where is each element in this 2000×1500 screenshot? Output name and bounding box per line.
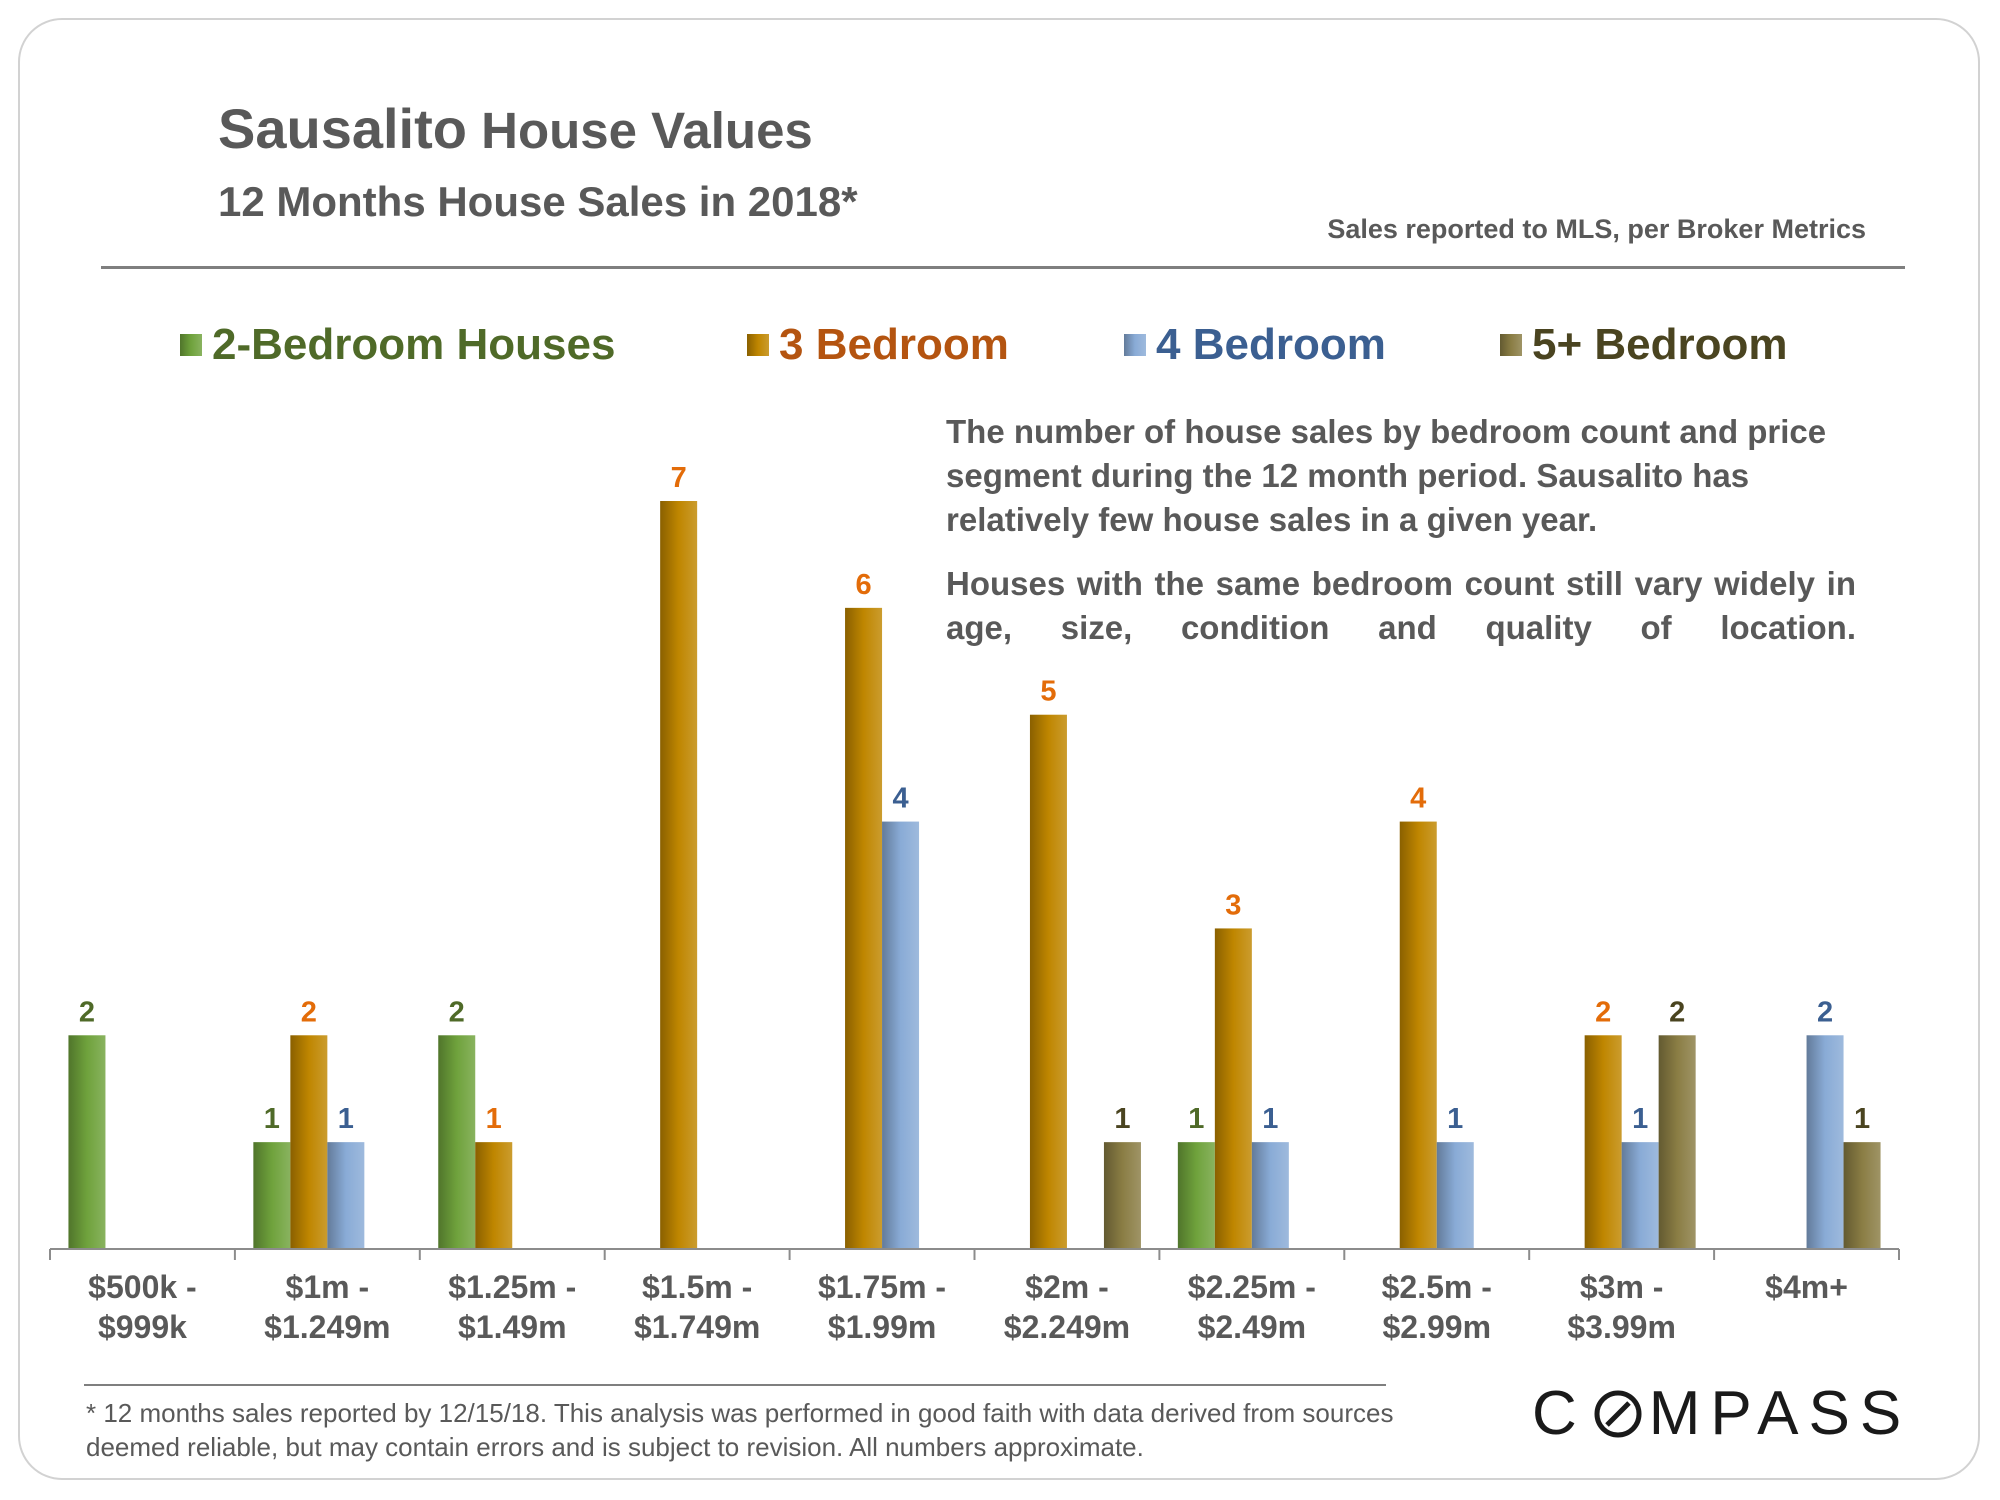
bar-four_bed-9 — [1806, 1035, 1844, 1249]
data-label-five_bed-9: 1 — [1854, 1103, 1870, 1135]
legend-label-4-bedroom: 4 Bedroom — [1156, 320, 1386, 369]
legend-label-5-bedroom: 5+ Bedroom — [1532, 320, 1788, 369]
data-label-three_bed-4: 6 — [855, 569, 871, 601]
bar-three_bed-2 — [475, 1142, 513, 1249]
footer-divider — [84, 1384, 1386, 1386]
data-label-five_bed-8: 2 — [1669, 996, 1685, 1028]
x-tick-label-3-1: $1.749m — [634, 1309, 760, 1345]
logo-text-start: C — [1532, 1379, 1587, 1448]
legend-swatch-3-bedroom — [747, 334, 769, 356]
compass-logo-icon — [1594, 1390, 1642, 1437]
footnote: * 12 months sales reported by 12/15/18. … — [86, 1398, 1394, 1462]
x-tick-label-0-1: $999k — [98, 1309, 187, 1345]
description-paragraph-2: Houses with the same bedroom count still… — [946, 565, 1856, 646]
bar-two_bed-6 — [1177, 1142, 1215, 1249]
x-tick-label-7-0: $2.5m - — [1382, 1269, 1492, 1305]
x-tick-label-7-1: $2.99m — [1382, 1309, 1491, 1345]
x-tick-label-2-0: $1.25m - — [448, 1269, 576, 1305]
logo-text-end: MPASS — [1648, 1379, 1912, 1448]
x-tick-label-3-0: $1.5m - — [642, 1269, 752, 1305]
bar-five_bed-8 — [1658, 1035, 1696, 1249]
x-tick-label-9-0: $4m+ — [1765, 1269, 1848, 1305]
compass-logo: C MPASS — [1532, 1378, 1911, 1449]
legend-swatch-4-bedroom — [1124, 334, 1146, 356]
data-label-three_bed-3: 7 — [671, 462, 687, 494]
x-tick-label-8-0: $3m - — [1580, 1269, 1664, 1305]
data-label-three_bed-6: 3 — [1225, 889, 1241, 921]
legend-item-4-bedroom: 4 Bedroom — [1124, 320, 1386, 370]
title-rest: House Values — [481, 102, 813, 159]
bar-four_bed-8 — [1621, 1142, 1659, 1249]
header-divider — [101, 266, 1905, 269]
bar-three_bed-3 — [660, 501, 698, 1249]
bar-two_bed-0 — [68, 1035, 106, 1249]
x-tick-label-4-0: $1.75m - — [818, 1269, 946, 1305]
data-label-four_bed-7: 1 — [1447, 1103, 1463, 1135]
source-note: Sales reported to MLS, per Broker Metric… — [1327, 214, 1866, 244]
data-label-three_bed-1: 2 — [301, 996, 317, 1028]
data-label-three_bed-5: 5 — [1040, 676, 1056, 708]
legend-item-5-bedroom: 5+ Bedroom — [1500, 320, 1788, 370]
legend-swatch-2-bedroom — [180, 334, 202, 356]
page-subtitle: 12 Months House Sales in 2018* — [218, 178, 858, 225]
x-tick-label-2-1: $1.49m — [458, 1309, 567, 1345]
bar-two_bed-1 — [253, 1142, 291, 1249]
bar-three_bed-7 — [1399, 821, 1437, 1249]
data-label-four_bed-9: 2 — [1817, 996, 1833, 1028]
data-label-three_bed-8: 2 — [1595, 996, 1611, 1028]
x-tick-label-6-1: $2.49m — [1198, 1309, 1307, 1345]
data-label-two_bed-2: 2 — [449, 996, 465, 1028]
x-tick-label-0-0: $500k - — [88, 1269, 197, 1305]
data-label-three_bed-7: 4 — [1410, 783, 1426, 815]
bar-four_bed-1 — [327, 1142, 365, 1249]
bar-three_bed-6 — [1214, 928, 1252, 1249]
x-tick-label-6-0: $2.25m - — [1188, 1269, 1316, 1305]
legend-label-2-bedroom: 2-Bedroom Houses — [212, 320, 616, 369]
x-tick-label-5-0: $2m - — [1025, 1269, 1109, 1305]
x-tick-label-5-1: $2.249m — [1004, 1309, 1130, 1345]
legend-item-2-bedroom: 2-Bedroom Houses — [180, 320, 615, 370]
bar-five_bed-5 — [1103, 1142, 1141, 1249]
bar-three_bed-4 — [845, 607, 883, 1249]
bar-three_bed-1 — [290, 1035, 328, 1249]
data-label-four_bed-4: 4 — [892, 783, 908, 815]
data-label-two_bed-6: 1 — [1188, 1103, 1204, 1135]
bar-three_bed-8 — [1584, 1035, 1622, 1249]
legend-item-3-bedroom: 3 Bedroom — [747, 320, 1009, 370]
page-title: Sausalito House Values — [218, 96, 813, 161]
bar-four_bed-6 — [1251, 1142, 1289, 1249]
title-place: Sausalito — [218, 97, 467, 160]
bar-five_bed-9 — [1843, 1142, 1881, 1249]
bar-three_bed-5 — [1029, 714, 1067, 1249]
bar-two_bed-2 — [438, 1035, 476, 1249]
data-label-four_bed-1: 1 — [338, 1103, 354, 1135]
data-label-five_bed-5: 1 — [1114, 1103, 1130, 1135]
data-label-four_bed-8: 1 — [1632, 1103, 1648, 1135]
data-label-two_bed-0: 2 — [79, 996, 95, 1028]
data-label-two_bed-1: 1 — [264, 1103, 280, 1135]
x-tick-label-1-1: $1.249m — [264, 1309, 390, 1345]
description-paragraph-1: The number of house sales by bedroom cou… — [946, 413, 1827, 538]
x-tick-label-8-1: $3.99m — [1567, 1309, 1676, 1345]
legend-label-3-bedroom: 3 Bedroom — [779, 320, 1009, 369]
x-tick-label-4-1: $1.99m — [828, 1309, 937, 1345]
legend-swatch-5-bedroom — [1500, 334, 1522, 356]
x-tick-label-1-0: $1m - — [286, 1269, 370, 1305]
bar-four_bed-7 — [1436, 1142, 1474, 1249]
data-label-four_bed-6: 1 — [1262, 1103, 1278, 1135]
bar-four_bed-4 — [882, 821, 920, 1249]
data-label-three_bed-2: 1 — [486, 1103, 502, 1135]
